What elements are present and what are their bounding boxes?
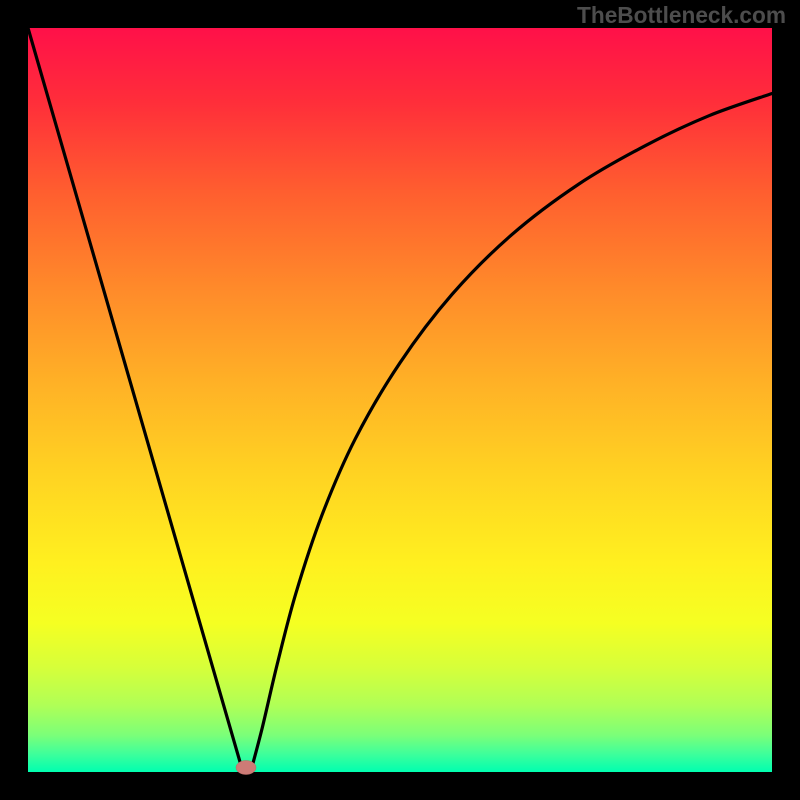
curve-svg [28, 28, 772, 772]
chart-frame: TheBottleneck.com [0, 0, 800, 800]
bottleneck-curve-left [28, 28, 242, 770]
watermark-text: TheBottleneck.com [577, 2, 786, 29]
plot-area [28, 28, 772, 772]
minimum-marker [236, 761, 256, 775]
bottleneck-curve-right [251, 93, 772, 769]
